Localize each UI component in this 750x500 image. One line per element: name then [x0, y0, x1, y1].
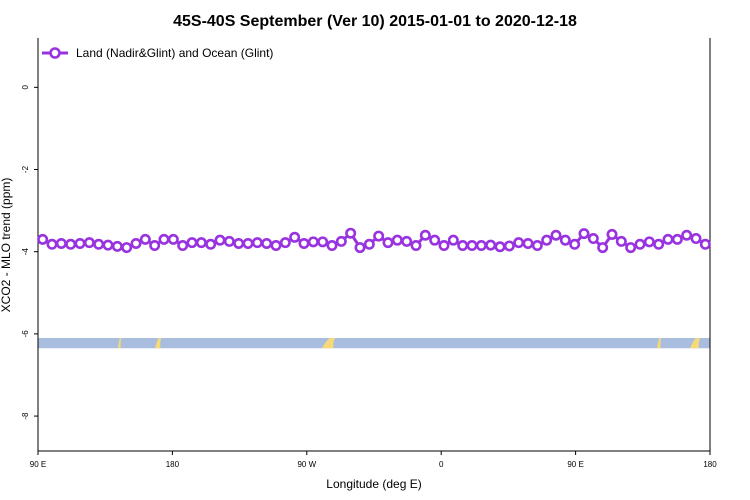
data-point [391, 234, 403, 246]
data-point [597, 242, 609, 254]
data-point [307, 236, 319, 248]
data-point [503, 240, 515, 252]
data-point [382, 237, 394, 249]
data-point [559, 234, 571, 246]
x-tick-label: 0 [439, 460, 444, 469]
data-point [261, 237, 273, 249]
data-point [363, 238, 375, 250]
data-point [317, 236, 329, 248]
map-land-chatham [118, 337, 121, 349]
data-point [485, 239, 497, 251]
x-axis-label: Longitude (deg E) [326, 477, 421, 491]
data-point [354, 242, 366, 254]
data-point [531, 240, 543, 252]
map-land-tasmania [657, 337, 661, 349]
y-tick-label: -8 [21, 412, 30, 420]
y-tick-label: -2 [21, 165, 30, 173]
y-tick-label: -4 [21, 248, 30, 256]
data-point [111, 240, 123, 252]
data-point [373, 230, 385, 242]
data-point [279, 237, 291, 249]
data-point [634, 238, 646, 250]
data-point [83, 237, 95, 249]
data-point [475, 240, 487, 252]
data-point [410, 240, 422, 252]
data-point [102, 239, 114, 251]
data-point [223, 235, 235, 247]
data-point [653, 238, 665, 250]
data-point [65, 238, 77, 250]
x-tick-label: 90 W [297, 460, 316, 469]
map-land-east-cape [155, 337, 161, 349]
legend: Land (Nadir&Glint) and Ocean (Glint) [42, 46, 273, 60]
data-point [326, 240, 338, 252]
data-point [158, 233, 170, 245]
y-axis-label: XCO2 - MLO trend (ppm) [0, 178, 13, 313]
data-point [242, 237, 254, 249]
data-point [335, 235, 347, 247]
data-point [93, 238, 105, 250]
data-point [205, 238, 217, 250]
data-point [130, 237, 142, 249]
data-point [186, 237, 198, 249]
data-point [513, 237, 525, 249]
data-point [681, 229, 693, 241]
data-point [74, 237, 86, 249]
legend-label: Land (Nadir&Glint) and Ocean (Glint) [76, 46, 273, 60]
data-point [587, 233, 599, 245]
data-point [690, 233, 702, 245]
data-point [625, 242, 637, 254]
data-point [550, 229, 562, 241]
data-point [671, 233, 683, 245]
data-point [167, 233, 179, 245]
data-point [699, 238, 711, 250]
data-point [615, 235, 627, 247]
data-point [606, 228, 618, 240]
map-land-south-island [690, 337, 700, 349]
map-land-patagonia [322, 337, 335, 349]
data-point [177, 240, 189, 252]
data-point [149, 240, 161, 252]
data-point [298, 237, 310, 249]
data-point [233, 237, 245, 249]
data-point [55, 237, 67, 249]
data-point [121, 242, 133, 254]
data-point [578, 228, 590, 240]
data-point [251, 237, 263, 249]
data-point [643, 236, 655, 248]
data-point [419, 229, 431, 241]
data-point [457, 240, 469, 252]
data-point [494, 241, 506, 253]
x-tick-label: 180 [703, 460, 717, 469]
data-point [345, 227, 357, 239]
data-point [401, 235, 413, 247]
data-point [289, 231, 301, 243]
data-point [139, 233, 151, 245]
data-point [541, 234, 553, 246]
y-tick-label: -6 [21, 330, 30, 338]
data-point [214, 234, 226, 246]
data-point [662, 233, 674, 245]
data-point [466, 240, 478, 252]
data-point [195, 237, 207, 249]
y-tick-label: 0 [21, 85, 30, 90]
data-point [37, 233, 49, 245]
data-point [522, 237, 534, 249]
chart-title: 45S-40S September (Ver 10) 2015-01-01 to… [173, 13, 577, 30]
data-point [447, 234, 459, 246]
data-point [438, 240, 450, 252]
x-tick-label: 180 [166, 460, 180, 469]
data-point [270, 240, 282, 252]
map-strip-ocean [38, 337, 710, 349]
data-point [46, 238, 58, 250]
x-tick-label: 90 E [30, 460, 46, 469]
x-tick-label: 90 E [567, 460, 583, 469]
data-point [429, 234, 441, 246]
data-point [569, 238, 581, 250]
plot-area: 0 -2 -4 -6 -8 90 E 180 90 W 0 90 E 180 [21, 38, 717, 469]
legend-marker-swatch [49, 47, 61, 59]
